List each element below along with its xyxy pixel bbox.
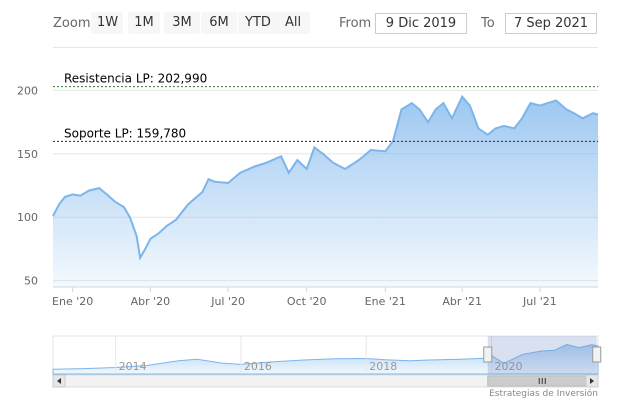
zoom-3m-button[interactable]: 3M	[164, 12, 200, 34]
zoom-all-button[interactable]: All	[276, 12, 310, 34]
to-date-input[interactable]	[505, 13, 597, 34]
plot-lines: Resistencia LP: 202,990 Soporte LP: 159,7…	[53, 72, 598, 142]
range-selector: Zoom 1W 1M 3M 6M YTD All From To	[0, 0, 617, 48]
zoom-1m-button[interactable]: 1M	[128, 12, 160, 34]
series-area	[53, 96, 598, 287]
to-label: To	[481, 16, 495, 31]
price-chart: 50 100 150 200 Resistencia LP: 202,990 Sopor…	[17, 72, 599, 308]
zoom-label: Zoom	[53, 16, 91, 31]
y-tick-label: 150	[17, 148, 38, 161]
scrollbar-grip-icon	[538, 378, 546, 384]
x-axis-labels: Ene '20 Abr '20 Jul '20 Oct '20 Ene '21 Abr '…	[52, 287, 557, 308]
x-tick-label: Abr '21	[442, 295, 482, 308]
y-axis-labels: 50 100 150 200	[17, 84, 38, 287]
series-line	[52, 94, 599, 261]
navigator-right-handle[interactable]	[592, 346, 602, 363]
x-tick-label: Ene '20	[52, 295, 93, 308]
zoom-1w-button[interactable]: 1W	[91, 12, 123, 34]
scrollbar-left-arrow[interactable]	[52, 374, 66, 388]
x-tick-label: Abr '20	[131, 295, 171, 308]
y-tick-label: 50	[24, 275, 38, 288]
navigator-year-label: 2020	[495, 360, 523, 373]
navigator-year-label: 2018	[369, 360, 397, 373]
x-tick-label: Jul '20	[210, 295, 245, 308]
chevron-right-icon	[590, 378, 594, 384]
y-tick-label: 200	[17, 84, 38, 97]
navigator-year-label: 2016	[244, 360, 272, 373]
from-date-input[interactable]	[375, 13, 467, 34]
from-label: From	[339, 16, 372, 31]
navigator-year-labels: 2014 2016 2018 2020	[115, 336, 523, 374]
x-tick-label: Ene '21	[365, 295, 406, 308]
navigator-series-area	[52, 343, 599, 375]
zoom-6m-button[interactable]: 6M	[201, 12, 237, 34]
navigator-selected-range[interactable]	[487, 336, 597, 374]
scrollbar-right-arrow[interactable]	[585, 374, 599, 388]
plot-line-label: Resistencia LP: 202,990	[64, 72, 207, 86]
x-tick-label: Oct '20	[287, 295, 327, 308]
toolbar-divider	[53, 47, 598, 48]
credits-link[interactable]: Estrategias de Inversión	[489, 389, 598, 399]
navigator-left-handle[interactable]	[483, 346, 493, 363]
x-tick-label: Jul '21	[522, 295, 557, 308]
plot-line-label: Soporte LP: 159,780	[64, 126, 186, 140]
navigator[interactable]: 2014 2016 2018 2020	[0, 330, 617, 390]
zoom-ytd-button[interactable]: YTD	[238, 12, 278, 34]
y-tick-label: 100	[17, 211, 38, 224]
chevron-left-icon	[57, 378, 61, 384]
navigator-year-label: 2014	[119, 360, 147, 373]
